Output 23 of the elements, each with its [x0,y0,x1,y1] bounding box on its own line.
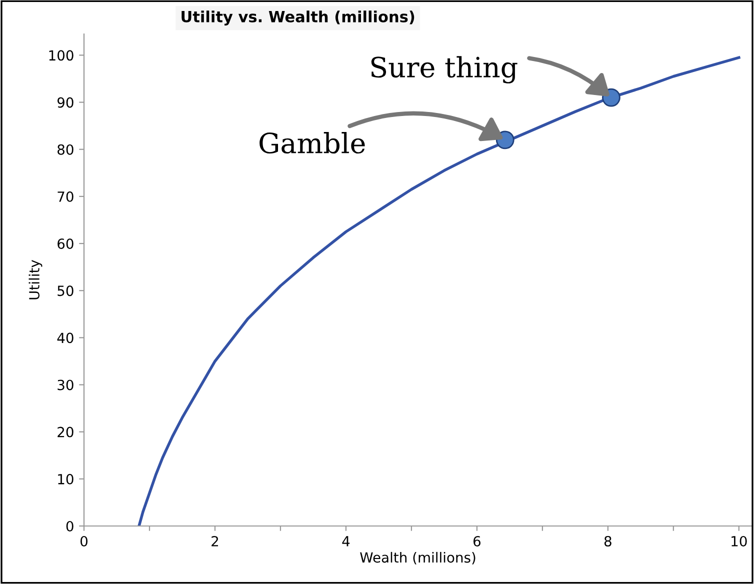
x-tick-label: 10 [732,536,747,546]
y-tick-label: 90 [57,97,74,108]
x-tick-label: 4 [342,536,350,546]
x-tick-label: 0 [80,536,88,546]
y-tick-label: 40 [57,332,74,344]
y-tick-label: 10 [58,474,74,484]
y-tick-label: 80 [58,144,74,155]
y-tick-label: 0 [66,520,74,532]
y-tick-label: 60 [58,238,74,249]
x-axis-title: Wealth (millions) [360,552,476,564]
chart-title: Utility vs. Wealth (millions) [182,10,414,26]
line-series [138,56,740,526]
y-tick-label: 70 [58,191,74,202]
x-tick-label: 8 [604,536,612,546]
y-tick-label: 50 [58,286,74,296]
y-axis-title: Utility [28,260,42,300]
annotation: Sure thing [371,56,518,84]
y-tick-label: 30 [58,380,74,390]
y-tick-label: 20 [58,426,74,438]
x-tick-label: 2 [212,536,218,546]
x-tick-label: 6 [473,536,480,546]
y-tick-label: 100 [49,50,74,61]
annotation: Gamble [260,132,365,154]
